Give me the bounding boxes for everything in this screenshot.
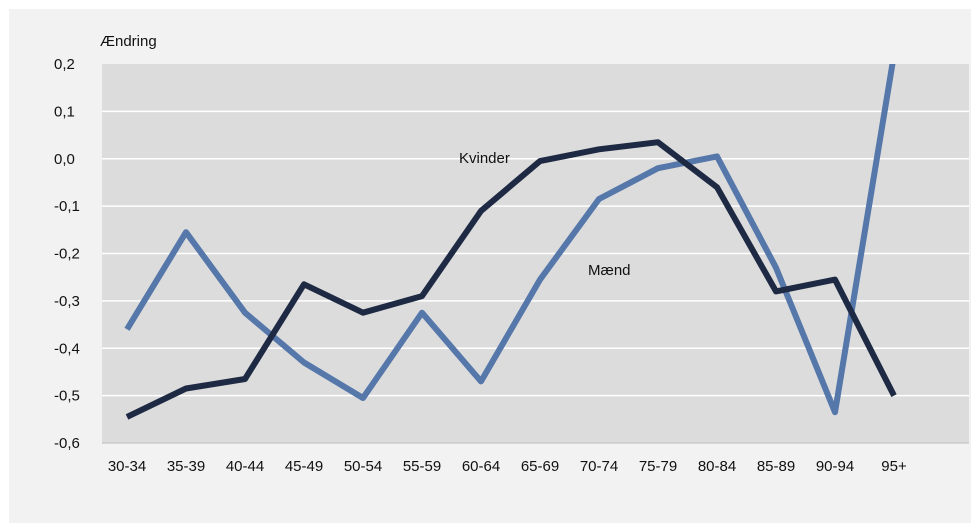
x-tick-label: 70-74 [580, 458, 618, 475]
series-label-maend: Mænd [588, 262, 631, 279]
x-tick-label: 55-59 [403, 458, 441, 475]
y-tick-label: -0,2 [54, 246, 80, 263]
y-axis-label: Ændring [100, 33, 157, 50]
x-tick-label: 80-84 [698, 458, 736, 475]
y-tick-label: -0,4 [54, 340, 80, 357]
series-line-maend [124, 64, 896, 416]
x-tick-label: 60-64 [462, 458, 500, 475]
y-tick-label: 0,2 [54, 56, 75, 73]
x-tick-label: 95+ [881, 458, 907, 475]
x-tick-label: 90-94 [816, 458, 854, 475]
x-tick-label: 30-34 [108, 458, 146, 475]
series-label-kvinder: Kvinder [459, 150, 510, 167]
y-tick-label: -0,3 [54, 293, 80, 310]
line-chart: 0,2 0,1 0,0 -0,1 -0,2 -0,3 -0,4 -0,5 -0,6 Ændring… [54, 33, 969, 475]
x-tick-label: 35-39 [167, 458, 205, 475]
x-tick-label: 85-89 [757, 458, 795, 475]
y-tick-label: -0,5 [54, 388, 80, 405]
x-tick-label: 45-49 [285, 458, 323, 475]
chart-figure: 0,2 0,1 0,0 -0,1 -0,2 -0,3 -0,4 -0,5 -0,6 Ændring… [9, 9, 971, 523]
x-tick-label: 40-44 [226, 458, 264, 475]
series-line-kvinder [125, 139, 897, 420]
y-tick-label: -0,6 [54, 435, 80, 452]
x-tick-label: 75-79 [639, 458, 677, 475]
y-tick-label: 0,1 [54, 103, 75, 120]
y-tick-label: -0,1 [54, 198, 80, 215]
x-tick-label: 65-69 [521, 458, 559, 475]
x-tick-label: 50-54 [344, 458, 382, 475]
y-tick-label: 0,0 [54, 151, 75, 168]
